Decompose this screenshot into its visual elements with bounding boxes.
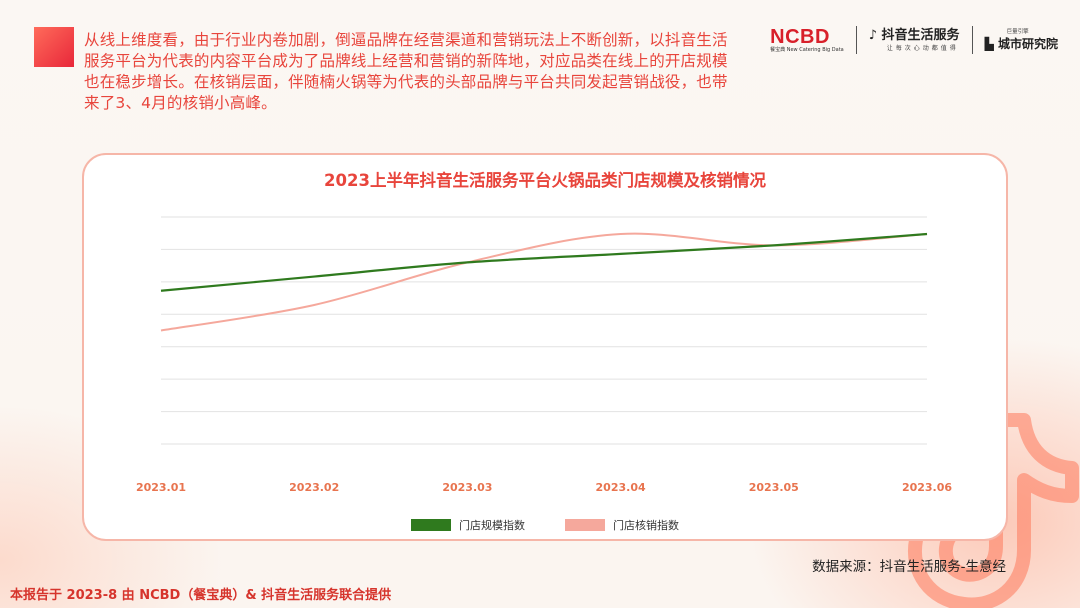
x-tick-label: 2023.04	[596, 481, 646, 494]
logo-divider	[855, 26, 857, 54]
ncbd-logo-text: NCBD	[770, 25, 830, 48]
accent-square-icon	[34, 27, 74, 67]
tiktok-note-icon: ♪	[868, 28, 878, 43]
data-source: 数据来源：抖音生活服务-生意经	[812, 559, 1006, 575]
series-line-scale	[160, 232, 928, 292]
x-tick-label: 2023.06	[902, 481, 952, 494]
tiktok-logo-watermark	[908, 413, 1079, 608]
city-logo-subtext: 巨量引擎	[1006, 29, 1029, 35]
legend-swatch-scale	[411, 519, 451, 531]
legend-label-verify: 门店核销指数	[613, 519, 679, 532]
x-tick-label: 2023.02	[289, 481, 339, 494]
douyin-logo-slogan: 让每次心动都值得	[886, 45, 959, 52]
city-research-logo: 巨量引擎 ▙ 城市研究院	[985, 28, 1058, 52]
x-tick-label: 2023.03	[442, 481, 492, 494]
ncbd-logo-subtext: 餐宝典 New Catering Big Data	[770, 46, 844, 53]
x-tick-label: 2023.01	[136, 481, 186, 494]
line-chart: 2023.01 2023.02 2023.03 2023.04 2023.05 2023.…	[136, 216, 952, 494]
douyin-logo-text: 抖音生活服务	[881, 28, 960, 43]
chart-card: 2023上半年抖音生活服务平台火锅品类门店规模及核销情况 2023.01 2023…	[82, 153, 1008, 541]
chart-legend: 门店规模指数 门店核销指数	[84, 517, 1006, 533]
ncbd-logo: NCBD 餐宝典 New Catering Big Data	[770, 27, 844, 54]
legend-item-scale: 门店规模指数	[411, 517, 525, 533]
logo-divider	[971, 26, 973, 54]
douyin-life-logo: ♪ 抖音生活服务 让每次心动都值得	[869, 27, 960, 53]
x-tick-label: 2023.05	[749, 481, 799, 494]
footer-credit: 本报告于 2023-8 由 NCBD（餐宝典）& 抖音生活服务联合提供	[10, 588, 392, 603]
building-icon: ▙	[984, 37, 994, 51]
intro-paragraph: 从线上维度看，由于行业内卷加剧，倒逼品牌在经营渠道和营销玩法上不断创新，以抖音生…	[84, 31, 728, 112]
legend-item-verify: 门店核销指数	[565, 517, 679, 533]
legend-swatch-verify	[565, 519, 605, 531]
chart-title: 2023上半年抖音生活服务平台火锅品类门店规模及核销情况	[324, 171, 766, 190]
legend-label-scale: 门店规模指数	[459, 519, 525, 532]
city-logo-text: 城市研究院	[997, 37, 1058, 51]
logo-bar: NCBD 餐宝典 New Catering Big Data ♪ 抖音生活服务 …	[770, 22, 1058, 58]
